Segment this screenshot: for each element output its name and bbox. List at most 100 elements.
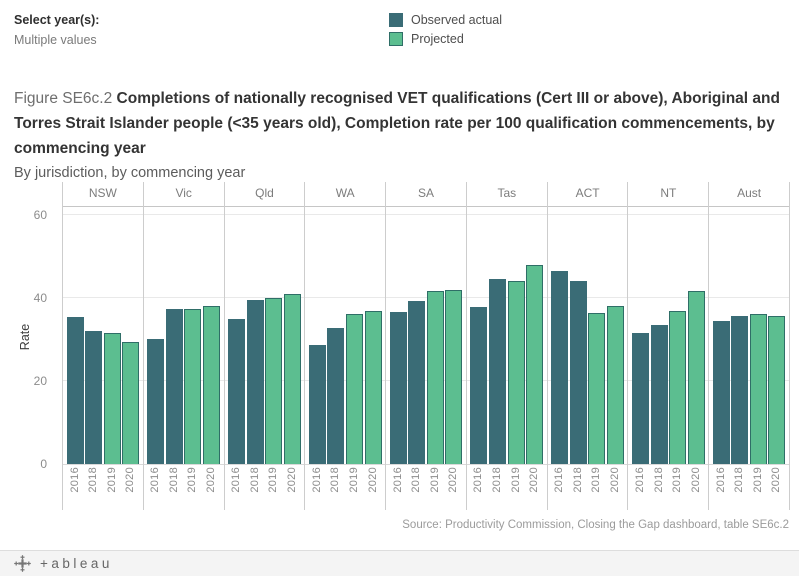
- panel-header-SA: SA: [386, 182, 466, 207]
- tableau-wordmark[interactable]: +ableau: [40, 556, 113, 571]
- bar-NSW-2018[interactable]: [85, 330, 103, 464]
- x-tick-label: 2020: [528, 467, 541, 493]
- x-tick-ACT-2019: 2019: [588, 467, 605, 510]
- x-tick-ACT-2016: 2016: [551, 467, 568, 510]
- bar-WA-2016[interactable]: [308, 345, 326, 464]
- year-filter-value[interactable]: Multiple values: [14, 33, 97, 47]
- bar-Vic-2020[interactable]: [202, 306, 220, 464]
- bar-Vic-2018[interactable]: [165, 308, 183, 464]
- panel-ACT: ACT 2016 2018 2019 2020: [547, 182, 629, 510]
- bar-Tas-2018[interactable]: [489, 279, 506, 464]
- x-tick-NT-2019: 2019: [669, 467, 686, 510]
- bar-Qld-2019[interactable]: [265, 298, 283, 464]
- bar-SA-2019[interactable]: [426, 291, 444, 464]
- bar-ACT-2019[interactable]: [588, 312, 606, 464]
- x-axis-labels-Qld: 2016 2018 2019 2020: [225, 465, 305, 510]
- chart-subtitle: By jurisdiction, by commencing year: [14, 165, 246, 181]
- x-tick-label: 2018: [652, 467, 665, 493]
- x-tick-NSW-2016: 2016: [67, 467, 84, 510]
- bar-Aust-2020[interactable]: [768, 316, 786, 464]
- x-tick-WA-2018: 2018: [327, 467, 344, 510]
- x-tick-label: 2016: [472, 467, 485, 493]
- x-tick-Vic-2018: 2018: [166, 467, 183, 510]
- x-tick-label: 2018: [410, 467, 423, 493]
- bar-Vic-2016[interactable]: [147, 338, 165, 464]
- panel-Tas: Tas 2016 2018 2019 2020: [466, 182, 548, 510]
- x-tick-NT-2020: 2020: [688, 467, 705, 510]
- x-tick-label: 2019: [105, 467, 118, 493]
- panel-body-Aust: [709, 207, 790, 465]
- panel-header-ACT: ACT: [547, 182, 628, 207]
- panel-body-NSW: [63, 207, 143, 465]
- bar-Aust-2016[interactable]: [712, 321, 730, 464]
- legend-label: Observed actual: [411, 13, 503, 27]
- x-tick-label: 2019: [590, 467, 603, 493]
- bar-NSW-2020[interactable]: [122, 342, 140, 464]
- x-tick-label: 2018: [733, 467, 746, 493]
- observed-swatch-icon: [389, 13, 403, 27]
- year-filter-label: Select year(s):: [14, 13, 100, 27]
- bar-SA-2018[interactable]: [408, 300, 426, 464]
- x-tick-Vic-2020: 2020: [203, 467, 220, 510]
- bar-NT-2016[interactable]: [632, 332, 650, 464]
- panels: NSW 2016 2018 2019 2020 Vic 2016 2018 2019 2020 Ql…: [62, 182, 791, 510]
- panel-NSW: NSW 2016 2018 2019 2020: [63, 182, 144, 510]
- panel-WA: WA 2016 2018 2019 2020: [305, 182, 387, 510]
- x-axis-labels-Aust: 2016 2018 2019 2020: [709, 465, 789, 510]
- x-tick-label: 2020: [689, 467, 702, 493]
- gridline-40: [62, 297, 790, 299]
- panel-body-Vic: [143, 207, 224, 465]
- x-tick-SA-2019: 2019: [427, 467, 444, 510]
- x-axis-labels-Vic: 2016 2018 2019 2020: [144, 465, 224, 510]
- bar-NT-2019[interactable]: [669, 310, 687, 464]
- tableau-logo-icon[interactable]: [14, 555, 31, 572]
- bar-Vic-2019[interactable]: [184, 309, 202, 464]
- bar-Tas-2020[interactable]: [526, 265, 544, 464]
- bar-SA-2020[interactable]: [445, 289, 463, 464]
- x-tick-WA-2016: 2016: [309, 467, 326, 510]
- bar-NT-2018[interactable]: [650, 325, 668, 464]
- bar-NT-2020[interactable]: [687, 290, 705, 464]
- x-tick-NSW-2019: 2019: [104, 467, 121, 510]
- bar-WA-2019[interactable]: [345, 313, 363, 464]
- panel-body-Tas: [466, 207, 547, 465]
- chart-title: Figure SE6c.2 Completions of nationally …: [14, 86, 792, 161]
- bar-NSW-2016[interactable]: [66, 317, 84, 464]
- bar-WA-2018[interactable]: [327, 327, 345, 464]
- legend-item-observed[interactable]: Observed actual: [389, 13, 502, 27]
- bar-Tas-2019[interactable]: [507, 281, 525, 464]
- x-tick-label: 2020: [447, 467, 460, 493]
- x-tick-label: 2016: [634, 467, 647, 493]
- panel-body-SA: [386, 207, 466, 465]
- bar-Aust-2018[interactable]: [731, 316, 749, 464]
- bar-Tas-2016[interactable]: [470, 306, 488, 464]
- panel-header-Qld: Qld: [224, 182, 305, 207]
- legend-item-projected[interactable]: Projected: [389, 32, 502, 46]
- bar-WA-2020[interactable]: [364, 311, 382, 464]
- figure-number: Figure SE6c.2: [14, 90, 117, 107]
- bar-SA-2016[interactable]: [389, 312, 407, 464]
- bar-Aust-2019[interactable]: [749, 314, 767, 464]
- source-caption: Source: Productivity Commission, Closing…: [402, 519, 789, 531]
- x-tick-ACT-2020: 2020: [607, 467, 624, 510]
- plot-area: NSW 2016 2018 2019 2020 Vic 2016 2018 2019 2020 Ql…: [62, 182, 791, 510]
- x-tick-label: 2018: [248, 467, 261, 493]
- bar-Qld-2018[interactable]: [246, 300, 264, 464]
- bar-Qld-2016[interactable]: [228, 318, 246, 464]
- y-tick-label: 40: [33, 291, 47, 306]
- bar-NSW-2019[interactable]: [103, 333, 121, 464]
- bar-Qld-2020[interactable]: [283, 294, 301, 464]
- x-tick-Aust-2018: 2018: [731, 467, 748, 510]
- x-tick-NT-2018: 2018: [651, 467, 668, 510]
- bar-ACT-2018[interactable]: [569, 280, 587, 464]
- tableau-footer-bar: +ableau: [0, 550, 799, 576]
- gridline-60: [62, 214, 790, 216]
- bar-ACT-2020[interactable]: [606, 306, 624, 464]
- x-tick-Qld-2020: 2020: [284, 467, 301, 510]
- bar-ACT-2016[interactable]: [551, 271, 569, 464]
- x-tick-NSW-2020: 2020: [122, 467, 139, 510]
- x-tick-label: 2019: [186, 467, 199, 493]
- x-tick-label: 2018: [87, 467, 100, 493]
- gridline-20: [62, 380, 790, 382]
